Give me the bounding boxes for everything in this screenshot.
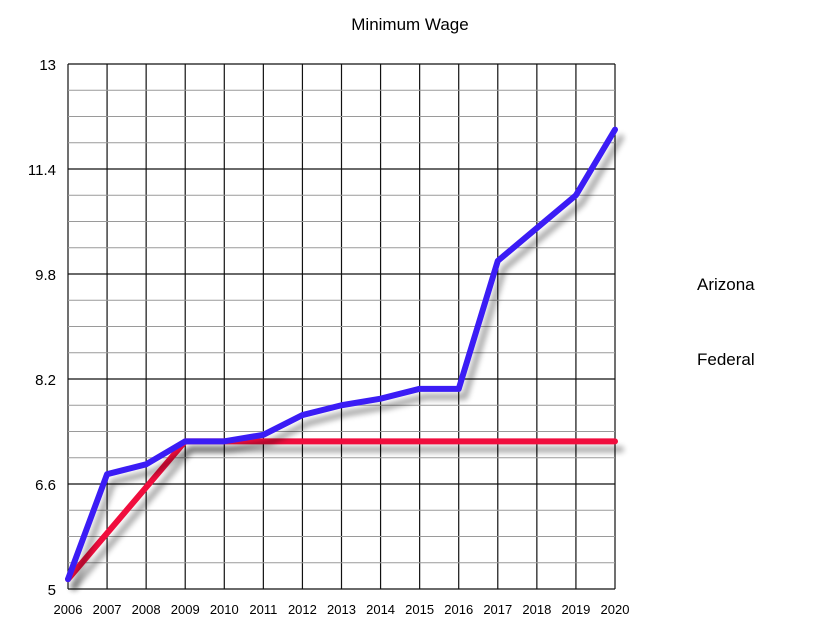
legend: Arizona Federal	[668, 275, 755, 369]
y-axis-ticks: 5 6.6 8.2 9.8 11.4 13	[28, 57, 56, 599]
legend-label-arizona: Arizona	[697, 275, 755, 294]
y-tick-label: 5	[48, 582, 56, 599]
x-tick-label: 2006	[54, 602, 83, 617]
x-tick-label: 2009	[171, 602, 200, 617]
x-tick-label: 2010	[210, 602, 239, 617]
x-tick-label: 2011	[249, 602, 277, 617]
x-tick-label: 2018	[522, 602, 551, 617]
x-tick-label: 2016	[444, 602, 473, 617]
x-axis-ticks: 2006 2007 2008 2009 2010 2011 2012 2013 2014 2015…	[54, 602, 630, 617]
y-tick-label: 6.6	[35, 477, 56, 494]
legend-label-federal: Federal	[697, 350, 755, 369]
x-tick-label: 2013	[327, 602, 356, 617]
x-tick-label: 2007	[93, 602, 122, 617]
x-tick-label: 2008	[132, 602, 161, 617]
series-lines	[65, 126, 618, 583]
x-tick-label: 2015	[405, 602, 434, 617]
x-tick-label: 2017	[483, 602, 512, 617]
series-line-arizona	[65, 126, 618, 583]
x-tick-label: 2012	[288, 602, 317, 617]
x-tick-label: 2014	[366, 602, 395, 617]
y-tick-label: 9.8	[35, 267, 56, 284]
series-line-federal	[65, 438, 618, 583]
grid	[67, 63, 616, 590]
x-tick-label: 2020	[601, 602, 630, 617]
y-tick-label: 11.4	[28, 162, 56, 179]
chart-title: Minimum Wage	[351, 15, 468, 34]
x-tick-label: 2019	[561, 602, 590, 617]
y-tick-label: 8.2	[35, 372, 56, 389]
y-tick-label: 13	[39, 57, 56, 74]
